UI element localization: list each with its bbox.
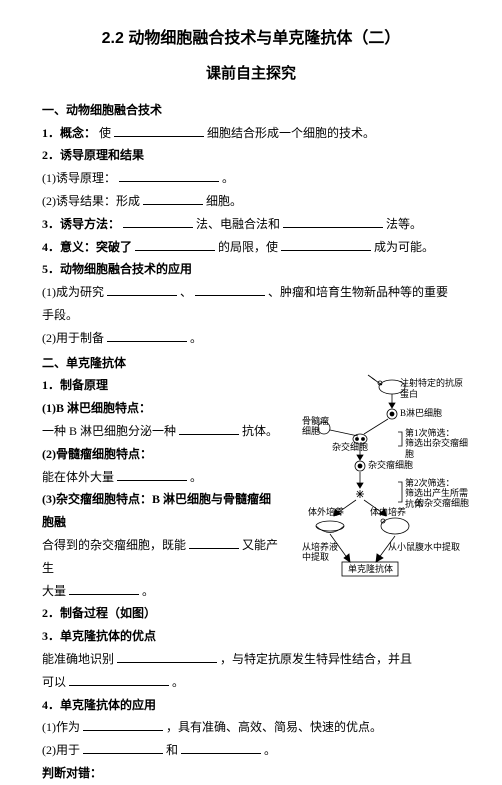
blank[interactable] [123,216,193,228]
label: 3．诱导方法： [42,217,120,231]
item-1-5: 5．动物细胞融合技术的应用 [42,258,460,281]
item-2-3a: 能准确地识别 ，与特定抗原发生特异性结合，并且 [42,648,460,671]
diag-label: 体内培养 [370,507,406,518]
blank[interactable] [117,469,187,481]
item-1-2-1: (1)诱导原理： 。 [42,167,460,190]
text: 细胞结合形成一个细胞的技术。 [207,126,375,140]
text: (1)诱导原理： [42,171,116,185]
section-2-heading: 二、单克隆抗体 [42,352,460,375]
diag-label: 从小鼠腹水中提取 [388,542,460,553]
item-2-3c: 可以 。 [42,671,460,694]
item-1-5-1: (1)成为研究 、 、肿瘤和培育生物新品种等的重要手段。 [42,281,460,327]
blank[interactable] [189,537,239,549]
blank[interactable] [83,742,163,754]
text: 法等。 [386,217,422,231]
item-1-2-2: (2)诱导结果：形成 细胞。 [42,190,460,213]
item-2-4-2: (2)用于 和 。 [42,739,460,762]
diag-label: 注射特定的抗原蛋白 [400,378,470,400]
item-2-1-3b: 合得到的杂交瘤细胞，既能 又能产生 [42,534,282,580]
text: ，与特定抗原发生特异性结合，并且 [220,652,412,666]
diag-label: 筛选出杂交瘤细胞 [405,438,470,460]
item-2-3: 3．单克隆抗体的优点 [42,625,460,648]
blank[interactable] [69,583,139,595]
blank[interactable] [107,330,187,342]
judge-heading: 判断对错： [42,762,460,785]
blank[interactable] [107,284,177,296]
diag-label: 体外培养 [308,507,344,518]
item-2-4: 4．单克隆抗体的应用 [42,694,460,717]
item-1-3: 3．诱导方法： 法、电融合法和 法等。 [42,213,460,236]
item-2-1-3a: (3)杂交瘤细胞特点：B 淋巴细胞与骨髓瘤细胞融 [42,488,282,534]
diag-label: 细胞 [302,426,320,437]
item-2-1-2a: 能在体外大量 。 [42,466,282,489]
section-1-heading: 一、动物细胞融合技术 [42,99,460,122]
text: 。 [222,171,234,185]
blank[interactable] [83,719,163,731]
diag-label: 杂交瘤细胞 [368,460,413,471]
item-1-1: 1．概念： 使 细胞结合形成一个细胞的技术。 [42,122,460,145]
blank[interactable] [283,216,383,228]
text: 。 [264,743,276,757]
item-2-2: 2．制备过程（如图） [42,602,460,625]
diag-label: 单克隆抗体 [348,564,393,575]
text: (1)作为 [42,720,80,734]
diag-label: 的杂交瘤细胞 [415,498,469,509]
diag-label: 杂交细胞 [332,442,368,453]
blank[interactable] [281,239,371,251]
blank[interactable] [135,239,215,251]
blank[interactable] [69,674,169,686]
blank[interactable] [179,423,239,435]
diag-label: B淋巴细胞 [400,408,442,419]
text: 。 [190,331,202,345]
doc-title: 2.2 动物细胞融合技术与单克隆抗体（二） [42,24,460,54]
blank[interactable] [195,284,265,296]
text: 的局限，使 [218,240,278,254]
text: 可以 [42,675,66,689]
item-2-1-3d: 大量 。 [42,580,282,603]
text: 细胞。 [206,194,242,208]
text: 。 [172,675,184,689]
process-diagram: 注射特定的抗原蛋白 B淋巴细胞 骨髓瘤 细胞 杂交细胞 第1次筛选： 筛选出杂交… [300,374,470,584]
text: 和 [166,743,178,757]
item-1-2: 2．诱导原理和结果 [42,144,460,167]
text: (2)用于制备 [42,331,104,345]
blank[interactable] [143,193,203,205]
text: 大量 [42,584,66,598]
text: 。 [190,470,202,484]
blank[interactable] [119,170,219,182]
text: (2)用于 [42,743,80,757]
text: (1)成为研究 [42,285,104,299]
item-2-1-1a: 一种 B 淋巴细胞分泌一种 抗体。 [42,420,282,443]
text: 法、电融合法和 [196,217,280,231]
diag-label: 中提取 [302,552,329,563]
text: 合得到的杂交瘤细胞，既能 [42,538,186,552]
text: 、 [180,285,192,299]
text: (2)诱导结果：形成 [42,194,140,208]
label: 1．概念： [42,126,96,140]
item-1-4: 4．意义：突破了 的局限，使 成为可能。 [42,236,460,259]
text: ，具有准确、高效、简易、快速的优点。 [166,720,382,734]
text: 使 [99,126,111,140]
blank[interactable] [117,651,217,663]
text: 一种 B 淋巴细胞分泌一种 [42,424,176,438]
doc-subtitle: 课前自主探究 [42,60,460,89]
text: 成为可能。 [374,240,434,254]
blank[interactable] [181,742,261,754]
item-1-5-2: (2)用于制备 。 [42,327,460,350]
text: 4．意义：突破了 [42,240,132,254]
text: 。 [142,584,154,598]
text: 能准确地识别 [42,652,114,666]
text: 能在体外大量 [42,470,114,484]
section-2-body: 注射特定的抗原蛋白 B淋巴细胞 骨髓瘤 细胞 杂交细胞 第1次筛选： 筛选出杂交… [42,374,460,625]
item-2-4-1: (1)作为 ，具有准确、高效、简易、快速的优点。 [42,716,460,739]
text: 抗体。 [242,424,278,438]
blank[interactable] [114,125,204,137]
